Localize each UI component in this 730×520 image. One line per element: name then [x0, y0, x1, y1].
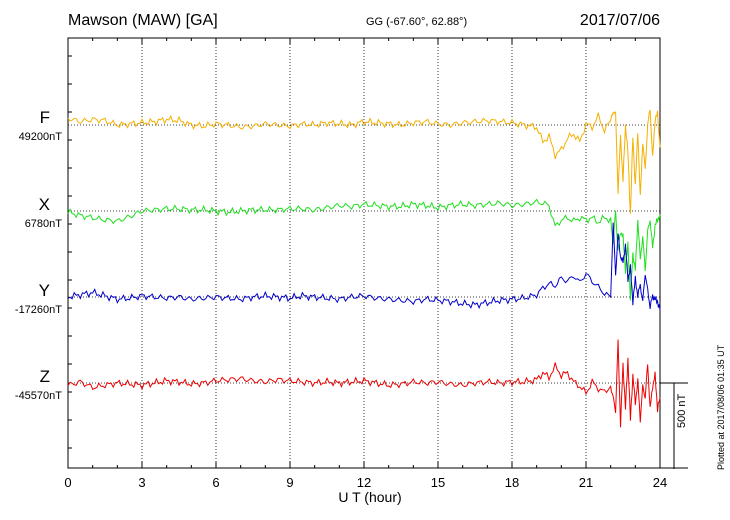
x-tick-label: 0	[64, 475, 71, 490]
baseline-label-x: 6780nT	[24, 218, 62, 230]
coordinates-label: GG (-67.60°, 62.88°)	[366, 16, 468, 28]
component-label-y: Y	[38, 281, 50, 300]
station-title: Mawson (MAW) [GA]	[68, 12, 218, 29]
series-line-x	[67, 198, 661, 301]
x-tick-label: 24	[653, 475, 667, 490]
x-tick-label: 9	[286, 475, 293, 490]
x-tick-label: 18	[505, 475, 519, 490]
baseline-label-z: -45570nT	[14, 390, 62, 402]
plotted-timestamp: Plotted at 2017/08/06 01:35 UT	[716, 344, 726, 470]
component-label-f: F	[39, 108, 50, 127]
scale-bar-label: 500 nT	[676, 393, 688, 428]
scale-bar	[660, 382, 688, 469]
x-ticks: 0 3 6 9 12 15 18 21 24	[64, 38, 667, 490]
component-label-z: Z	[39, 367, 50, 386]
x-tick-label: 12	[357, 475, 371, 490]
grid	[141, 38, 587, 468]
series-line-z	[67, 339, 661, 428]
date-label: 2017/07/06	[579, 12, 660, 29]
plot-frame	[67, 37, 661, 469]
x-tick-label: 15	[431, 475, 445, 490]
x-tick-label: 21	[579, 475, 593, 490]
series-line-f	[67, 109, 661, 214]
series-layer	[67, 109, 661, 428]
series-line-y	[67, 222, 661, 311]
x-axis-label: U T (hour)	[338, 489, 402, 505]
baseline-label-y: -17260nT	[14, 304, 62, 316]
x-tick-label: 6	[212, 475, 219, 490]
baseline-label-f: 49200nT	[18, 131, 62, 143]
component-label-x: X	[38, 195, 50, 214]
x-tick-label: 3	[138, 475, 145, 490]
